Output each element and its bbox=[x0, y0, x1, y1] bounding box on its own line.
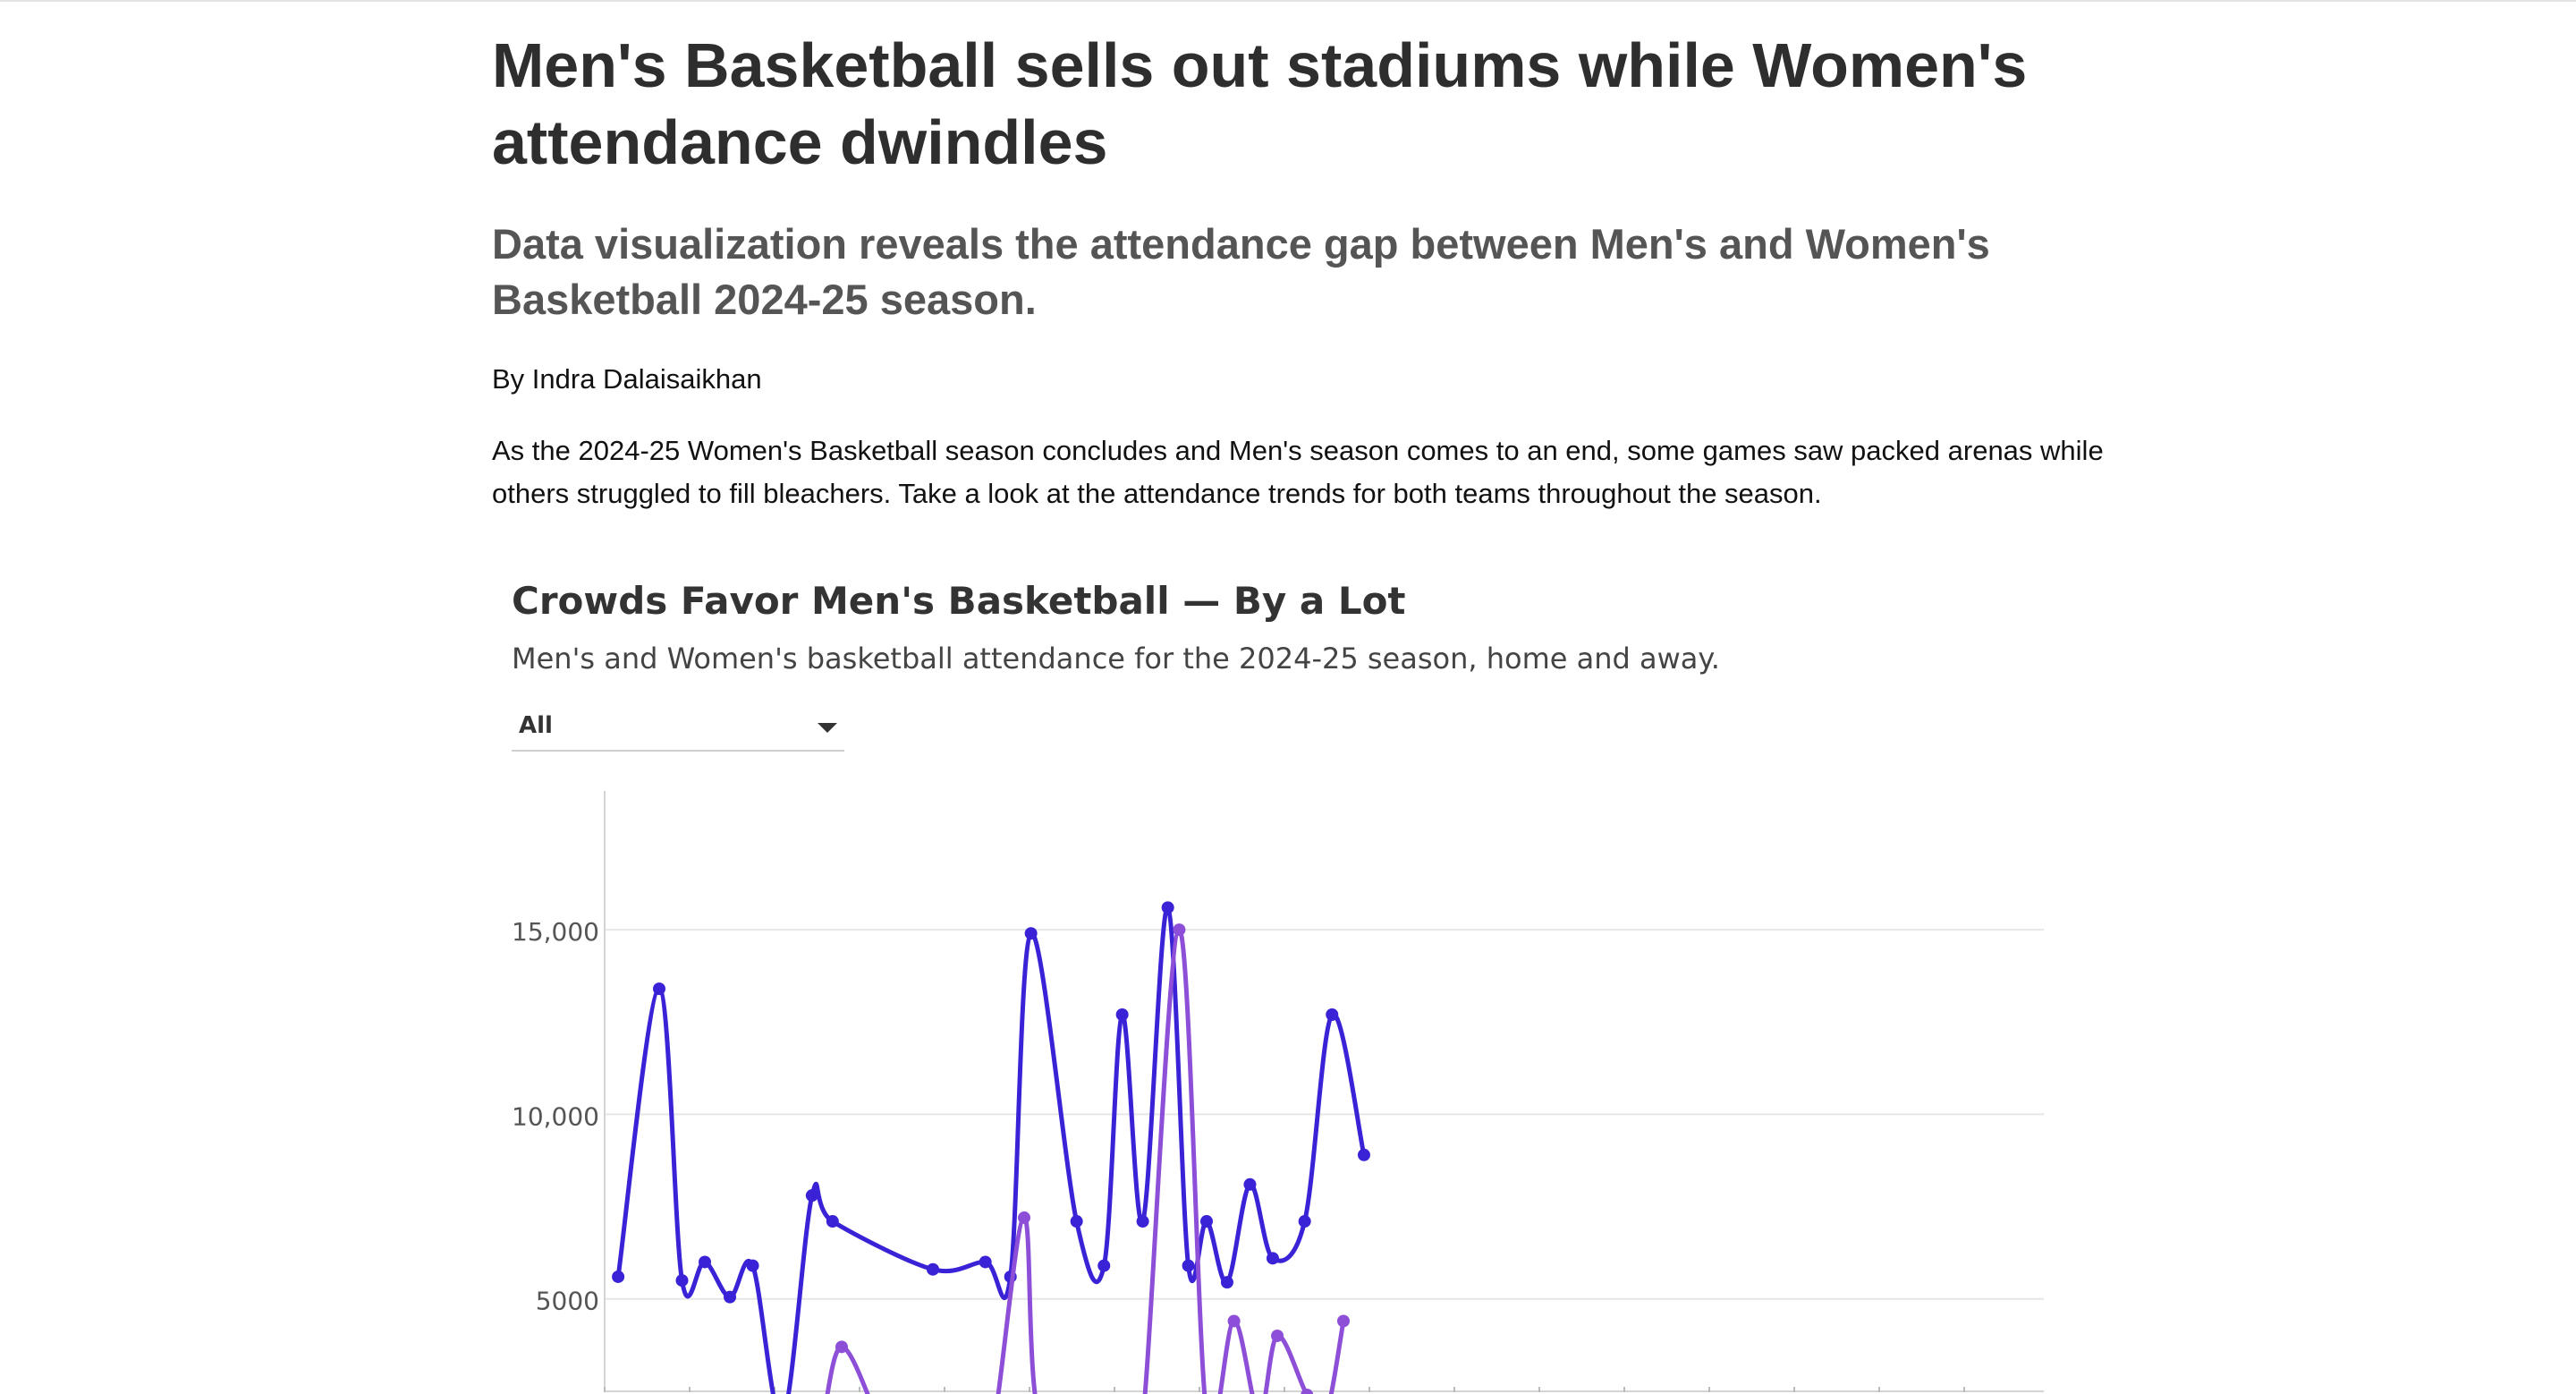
data-point[interactable] bbox=[1200, 1215, 1213, 1228]
data-point[interactable] bbox=[675, 1274, 689, 1288]
data-point[interactable] bbox=[927, 1262, 939, 1276]
data-point[interactable] bbox=[805, 1189, 818, 1203]
data-point[interactable] bbox=[699, 1255, 711, 1269]
data-point[interactable] bbox=[1266, 1252, 1279, 1265]
series-line-1 bbox=[615, 905, 1367, 1394]
chart-series bbox=[612, 901, 1370, 1394]
article-byline: By Indra Dalaisaikhan bbox=[492, 363, 762, 395]
caret-down-icon bbox=[818, 723, 837, 733]
y-tick-label: 5000 bbox=[536, 1287, 599, 1316]
chart-gridlines bbox=[605, 929, 2044, 1300]
data-point[interactable] bbox=[1018, 1211, 1030, 1224]
chart-subtitle: Men's and Women's basketball attendance … bbox=[512, 642, 1720, 676]
series-line-2 bbox=[825, 927, 1346, 1394]
data-point[interactable] bbox=[612, 1270, 625, 1283]
data-point[interactable] bbox=[1357, 1148, 1370, 1161]
data-point[interactable] bbox=[1070, 1215, 1083, 1228]
data-point[interactable] bbox=[1298, 1215, 1311, 1228]
top-divider bbox=[0, 0, 2576, 2]
data-point[interactable] bbox=[1243, 1177, 1257, 1191]
article-intro: As the 2024-25 Women's Basketball season… bbox=[492, 435, 2104, 509]
data-point[interactable] bbox=[1301, 1388, 1314, 1394]
data-point[interactable] bbox=[1161, 901, 1174, 914]
data-point[interactable] bbox=[979, 1255, 992, 1269]
team-filter-selected: All bbox=[519, 712, 553, 739]
data-point[interactable] bbox=[1136, 1215, 1149, 1228]
y-tick-label: 10,000 bbox=[512, 1101, 599, 1131]
data-point[interactable] bbox=[724, 1290, 737, 1304]
chart-title: Crowds Favor Men's Basketball — By a Lot bbox=[512, 579, 1406, 623]
data-point[interactable] bbox=[1115, 1007, 1129, 1021]
chart-axes: 5000 10,000 15,000 bbox=[512, 791, 2044, 1392]
data-point[interactable] bbox=[1182, 1259, 1195, 1272]
data-point[interactable] bbox=[1271, 1329, 1284, 1342]
team-filter-dropdown[interactable]: All bbox=[512, 705, 844, 752]
article-headline: Men's Basketball sells out stadiums whil… bbox=[492, 30, 2028, 177]
data-point[interactable] bbox=[746, 1259, 759, 1272]
data-point[interactable] bbox=[1227, 1314, 1241, 1328]
y-tick-label: 15,000 bbox=[512, 917, 599, 947]
attendance-line-chart: 5000 10,000 15,000 bbox=[512, 791, 2044, 1394]
data-point[interactable] bbox=[653, 982, 665, 996]
data-point[interactable] bbox=[1024, 927, 1038, 940]
data-point[interactable] bbox=[1326, 1007, 1339, 1021]
data-point[interactable] bbox=[1220, 1276, 1233, 1289]
data-point[interactable] bbox=[826, 1215, 839, 1228]
data-point[interactable] bbox=[1337, 1314, 1350, 1328]
article-subhead: Data visualization reveals the attendanc… bbox=[492, 220, 1990, 323]
data-point[interactable] bbox=[835, 1340, 848, 1354]
data-point[interactable] bbox=[1097, 1259, 1111, 1272]
data-point[interactable] bbox=[1173, 923, 1186, 937]
